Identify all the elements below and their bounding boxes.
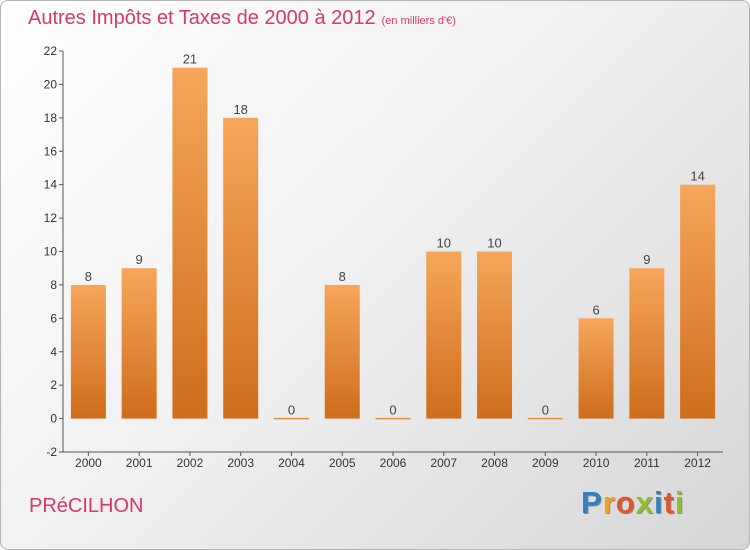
data-label: 8 bbox=[339, 269, 346, 284]
y-tick-label: 8 bbox=[50, 278, 57, 292]
x-tick-label: 2012 bbox=[684, 456, 711, 470]
y-tick-label: -2 bbox=[46, 445, 57, 459]
y-tick-label: 20 bbox=[44, 77, 58, 91]
x-tick-label: 2011 bbox=[634, 456, 660, 470]
logo-letter: i bbox=[674, 485, 685, 520]
bar bbox=[121, 268, 157, 419]
y-tick-label: 6 bbox=[50, 311, 57, 325]
data-label: 0 bbox=[389, 403, 396, 418]
x-tick-label: 2001 bbox=[126, 456, 153, 470]
bar bbox=[629, 268, 665, 419]
bar bbox=[578, 318, 614, 419]
bar bbox=[426, 251, 462, 419]
data-label: 0 bbox=[542, 403, 549, 418]
x-tick-label: 2009 bbox=[532, 456, 559, 470]
data-labels: 8 9 21 18 0 8 0 10 10 0 6 9 14 bbox=[85, 52, 705, 418]
y-tick-label: 0 bbox=[50, 412, 57, 426]
data-label: 14 bbox=[690, 169, 704, 184]
y-tick-label: 16 bbox=[44, 144, 58, 158]
data-label: 10 bbox=[487, 236, 501, 251]
data-label: 6 bbox=[592, 302, 599, 317]
bar bbox=[223, 117, 259, 419]
data-label: 9 bbox=[136, 252, 143, 267]
bars bbox=[70, 67, 716, 420]
x-tick-label: 2010 bbox=[583, 456, 610, 470]
logo-letter: P bbox=[581, 485, 603, 520]
axes: -2 0 2 4 6 8 10 12 14 16 18 20 22 2000 2001 2002 2003 200… bbox=[44, 44, 723, 470]
bar bbox=[172, 67, 208, 419]
y-tick-label: 2 bbox=[50, 378, 57, 392]
y-tick-label: 14 bbox=[44, 178, 58, 192]
y-tick-label: 10 bbox=[44, 245, 58, 259]
x-tick-label: 2002 bbox=[177, 456, 204, 470]
data-label: 21 bbox=[183, 52, 197, 67]
chart-title: Autres Impôts et Taxes de 2000 à 2012 (en… bbox=[28, 7, 456, 30]
x-tick-label: 2005 bbox=[329, 456, 356, 470]
data-label: 0 bbox=[288, 403, 295, 418]
x-tick-label: 2006 bbox=[380, 456, 407, 470]
y-tick-label: 4 bbox=[50, 345, 57, 359]
data-label: 10 bbox=[437, 236, 451, 251]
bar bbox=[324, 284, 360, 419]
logo-letter: o bbox=[615, 485, 636, 520]
x-tick-label: 2008 bbox=[481, 456, 508, 470]
bar bbox=[680, 184, 716, 419]
commune-name: PRéCILHON bbox=[29, 495, 144, 517]
y-tick-label: 22 bbox=[44, 44, 58, 58]
data-label: 9 bbox=[643, 252, 650, 267]
logo-letter: i bbox=[653, 485, 664, 520]
proxiti-logo[interactable]: Proxiti bbox=[581, 485, 685, 521]
data-label: 18 bbox=[233, 102, 247, 117]
x-tick-label: 2000 bbox=[75, 456, 102, 470]
x-tick-label: 2003 bbox=[227, 456, 254, 470]
y-tick-label: 12 bbox=[44, 211, 58, 225]
title-text: Autres Impôts et Taxes de 2000 à 2012 bbox=[28, 7, 376, 29]
data-label: 8 bbox=[85, 269, 92, 284]
logo-letter: x bbox=[635, 485, 654, 520]
logo-letter: t bbox=[663, 485, 675, 520]
logo-letter: r bbox=[602, 485, 616, 520]
x-tick-label: 2004 bbox=[278, 456, 305, 470]
bar bbox=[477, 251, 513, 419]
y-tick-label: 18 bbox=[44, 111, 58, 125]
x-tick-label: 2007 bbox=[430, 456, 457, 470]
bar bbox=[70, 284, 106, 419]
unit-label: (en milliers d'€) bbox=[381, 15, 456, 27]
